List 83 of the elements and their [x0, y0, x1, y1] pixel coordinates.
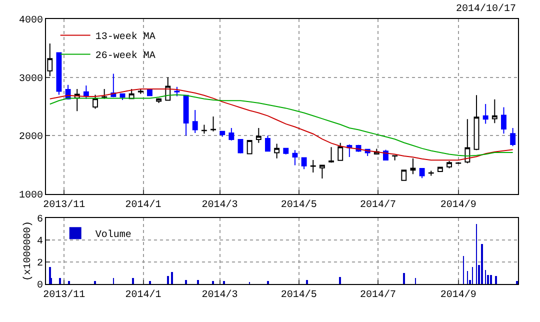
y-tick-label: 3000 — [18, 74, 43, 85]
candlestick — [246, 140, 252, 154]
candlestick — [183, 94, 189, 136]
bar — [495, 276, 497, 284]
candlestick — [510, 128, 516, 147]
candlestick — [292, 150, 298, 166]
x-tick-label: 2014/7 — [360, 198, 396, 211]
y-tick-label: 1000 — [18, 190, 43, 202]
y-tick-label: 6 — [36, 214, 43, 226]
bar — [490, 275, 492, 284]
candlestick — [392, 155, 398, 161]
candlestick — [401, 170, 407, 181]
candlestick — [501, 106, 506, 134]
candlestick — [283, 148, 289, 155]
bar — [185, 280, 187, 284]
bar — [94, 281, 96, 284]
candlestick — [256, 128, 262, 144]
x-tick-label: 2013/11 — [43, 289, 86, 301]
y-tick-label: 0 — [36, 280, 43, 292]
candlestick — [446, 160, 452, 169]
candlestick — [482, 104, 488, 124]
candlestick — [210, 116, 216, 132]
legend-label: 13-week MA — [95, 31, 156, 44]
y-axis-title: (x1000000) — [22, 221, 34, 282]
candlestick — [319, 164, 325, 179]
bar — [339, 277, 341, 284]
candlestick — [192, 109, 198, 134]
x-tick-label: 2014/1 — [125, 289, 162, 301]
y-tick-label: 4000 — [18, 16, 43, 26]
y-tick-label: 2 — [36, 258, 43, 270]
bar — [267, 281, 269, 284]
candlestick — [138, 88, 144, 94]
y-tick-label: 4 — [36, 236, 43, 248]
candlestick — [338, 142, 344, 161]
bar — [132, 278, 134, 284]
candlestick — [274, 143, 280, 159]
candlestick — [464, 118, 470, 164]
candlestick — [310, 159, 316, 173]
candlestick — [56, 52, 62, 96]
candlestick — [238, 139, 244, 154]
x-tick-label: 2014/5 — [280, 198, 317, 211]
candlestick — [383, 149, 388, 160]
candlestick — [92, 94, 98, 110]
candlestick — [201, 124, 207, 134]
candlestick — [301, 157, 307, 170]
x-tick-label: 2014/7 — [360, 289, 396, 301]
candlestick — [328, 146, 334, 164]
bar — [212, 281, 214, 284]
x-tick-label: 2014/5 — [280, 289, 317, 301]
x-tick-label: 2014/1 — [125, 198, 162, 211]
candlestick — [456, 162, 462, 164]
bar — [481, 244, 483, 284]
candlestick — [410, 158, 416, 175]
bar — [197, 280, 199, 284]
bar — [516, 281, 518, 284]
candlestick — [83, 84, 89, 100]
x-tick-label: 2013/11 — [43, 198, 86, 211]
x-tick-label: 2014/3 — [202, 289, 238, 301]
bar — [171, 272, 173, 284]
x-tick-label: 2014/3 — [202, 198, 238, 211]
bar — [306, 280, 308, 284]
candlestick — [174, 86, 180, 97]
legend-label: 26-week MA — [95, 50, 156, 62]
bar — [68, 281, 70, 284]
x-tick-label: 2014/9 — [440, 289, 476, 301]
bar — [149, 281, 151, 284]
candlestick — [474, 94, 480, 151]
candlestick — [228, 128, 234, 142]
candlestick — [428, 170, 434, 176]
candlestick — [437, 166, 443, 172]
candlestick — [492, 98, 498, 124]
candlestick — [265, 135, 270, 152]
bar — [59, 278, 61, 284]
text: 2014/10/17 — [456, 3, 516, 15]
bar — [167, 276, 169, 284]
x-tick-label: 2014/9 — [440, 198, 476, 211]
candlestick — [419, 168, 425, 179]
candlestick — [102, 88, 108, 100]
candlestick — [220, 130, 226, 138]
bar — [403, 273, 405, 284]
y-tick-label: 2000 — [18, 132, 43, 144]
legend-label: Volume — [95, 229, 132, 242]
bar — [223, 281, 225, 284]
